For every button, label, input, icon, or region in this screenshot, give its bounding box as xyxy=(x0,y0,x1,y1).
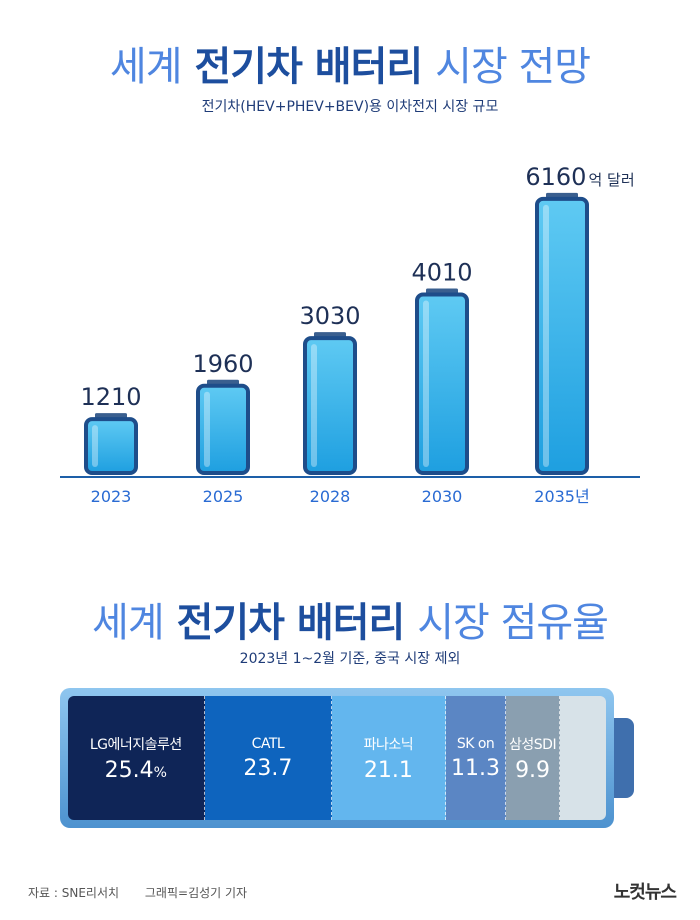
forecast-subtitle: 전기차(HEV+PHEV+BEV)용 이차전지 시장 규모 xyxy=(201,99,499,115)
forecast-title: 세계 전기차 배터리 시장 전망 xyxy=(0,34,700,92)
bar-highlight xyxy=(311,344,317,467)
forecast-title-part2: 전기차 배터리 xyxy=(194,44,423,90)
share-title-part2: 전기차 배터리 xyxy=(176,600,406,646)
share-segment: CATL 23.7 xyxy=(204,696,333,820)
segment-value-label: 9.9 xyxy=(515,757,551,783)
bar-highlight xyxy=(423,300,429,467)
x-tick-label: 2023 xyxy=(91,487,132,506)
share-segment: 삼성SDI 9.9 xyxy=(506,696,560,820)
value-label: 3030 xyxy=(299,302,360,330)
segment-value-label: 25.4% xyxy=(104,757,167,783)
value-label: 6160 억 달러 xyxy=(525,163,634,191)
bar-highlight xyxy=(204,391,210,467)
nocut-news-logo: 노컷뉴스 xyxy=(613,882,677,903)
value-label: 4010 xyxy=(411,259,472,287)
segment-value-label: 21.1 xyxy=(363,757,413,783)
share-segment: 파나소닉 21.1 xyxy=(332,696,446,820)
bar xyxy=(303,336,357,475)
bar-highlight xyxy=(92,425,98,467)
share-segment: SK on 11.3 xyxy=(445,696,507,820)
segment-company-label: 파나소닉 xyxy=(363,736,414,753)
forecast-title-part3: 시장 전망 xyxy=(435,44,591,90)
x-tick-label: 2030 xyxy=(422,487,463,506)
market-size-bar-chart: 1210 2023 1960 2025 3030 2028 4010 2030 6160 억 달러… xyxy=(60,163,640,506)
segment-value-label: 11.3 xyxy=(451,755,501,781)
share-segment: LG에너지솔루션 25.4% xyxy=(68,696,205,820)
x-tick-label: 2025 xyxy=(203,487,244,506)
value-label: 1210 xyxy=(80,383,141,411)
bar xyxy=(535,196,589,475)
market-share-battery: LG에너지솔루션 25.4% CATL 23.7 파나소닉 21.1 SK on 11.3 삼성… xyxy=(60,688,614,828)
market-share-segments: LG에너지솔루션 25.4% CATL 23.7 파나소닉 21.1 SK on 11.3 삼성… xyxy=(68,696,606,820)
forecast-title-part1: 세계 xyxy=(109,44,183,90)
segment-value-label: 23.7 xyxy=(243,755,293,781)
bar xyxy=(415,292,469,475)
share-title-part1: 세계 xyxy=(92,600,165,646)
segment-company-label: 삼성SDI xyxy=(509,736,557,753)
share-subtitle: 2023년 1~2월 기준, 중국 시장 제외 xyxy=(239,651,461,667)
bar xyxy=(196,383,250,475)
source-text: 자료 : SNE리서치 xyxy=(28,886,120,900)
share-segment-remaining xyxy=(559,696,606,820)
segment-company-label: SK on xyxy=(456,735,495,752)
battery-terminal-cap xyxy=(614,718,634,798)
share-title: 세계 전기차 배터리 시장 점유율 xyxy=(0,590,700,648)
segment-company-label: LG에너지솔루션 xyxy=(89,736,182,753)
share-title-part3: 시장 점유율 xyxy=(417,600,609,646)
bar xyxy=(84,417,138,475)
bar-highlight xyxy=(543,204,549,467)
value-label: 1960 xyxy=(192,350,253,378)
x-tick-label: 2035년 xyxy=(534,487,589,506)
graphic-credit-text: 그래픽=김성기 기자 xyxy=(144,886,248,900)
x-tick-label: 2028 xyxy=(310,487,351,506)
segment-company-label: CATL xyxy=(251,735,285,752)
footer-credits: 자료 : SNE리서치 그래픽=김성기 기자 xyxy=(28,884,247,901)
